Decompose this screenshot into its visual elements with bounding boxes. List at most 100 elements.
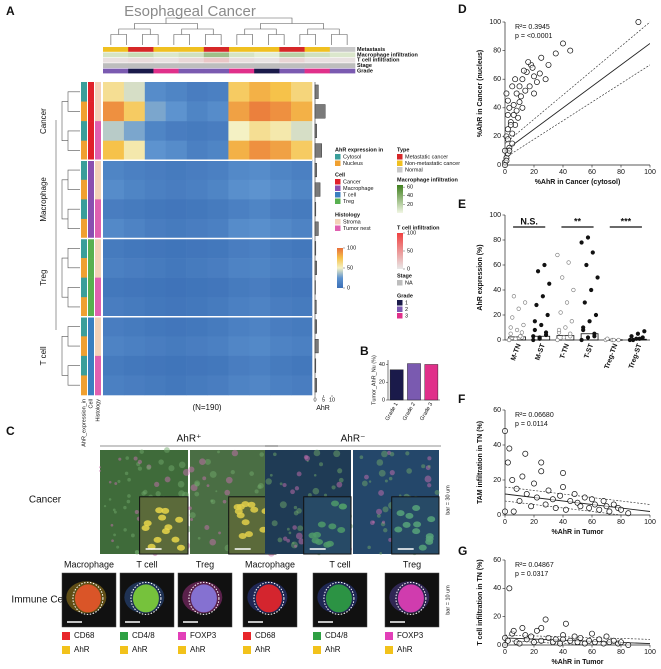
image-texture xyxy=(265,478,272,485)
column-annotation xyxy=(304,68,331,74)
significance-label: N.S. xyxy=(520,216,538,226)
marker-swatch xyxy=(243,646,251,654)
image-texture xyxy=(273,452,277,457)
heatmap-cell xyxy=(291,336,313,357)
image-texture xyxy=(293,505,298,510)
row-annotation xyxy=(81,101,87,122)
point xyxy=(593,312,599,318)
point xyxy=(579,240,584,245)
point xyxy=(526,83,533,90)
point xyxy=(516,306,521,311)
row-annotation xyxy=(81,121,87,141)
heatmap-cell xyxy=(249,82,271,102)
point xyxy=(522,632,529,639)
image-texture xyxy=(139,449,144,454)
point xyxy=(545,487,552,494)
image-texture xyxy=(164,447,170,453)
row-bar xyxy=(314,221,319,236)
image-texture xyxy=(294,486,300,491)
cell-outline xyxy=(188,581,220,615)
point xyxy=(586,637,593,644)
image-texture xyxy=(137,466,143,471)
row-annotation xyxy=(95,101,101,122)
heatmap-cell xyxy=(207,101,229,122)
point xyxy=(537,336,542,341)
image-texture xyxy=(204,525,210,530)
heatmap-cell xyxy=(123,140,146,161)
point xyxy=(520,67,527,74)
row-bar xyxy=(314,280,316,295)
point xyxy=(552,505,559,511)
heatmap-cell xyxy=(103,179,125,200)
heatmap-cell xyxy=(123,238,146,259)
point xyxy=(522,87,529,94)
point xyxy=(502,508,508,515)
heatmap-cell xyxy=(103,375,125,396)
marker-swatch xyxy=(62,632,70,640)
x-tick-label: T-ST xyxy=(583,342,595,359)
point xyxy=(521,322,526,328)
point xyxy=(596,506,603,513)
column-annotation xyxy=(103,47,129,52)
heatmap-cell xyxy=(103,238,125,259)
row-bar xyxy=(314,241,317,256)
column-annotation xyxy=(203,47,230,52)
cell-outline xyxy=(72,581,104,615)
point xyxy=(533,79,540,86)
point xyxy=(549,496,556,503)
nucleus xyxy=(425,538,434,545)
point xyxy=(555,252,560,258)
legend-label: Macrophage xyxy=(343,186,374,192)
point xyxy=(555,337,560,343)
column-annotation xyxy=(178,47,205,52)
x-tick-label: Grade 3 xyxy=(419,402,434,422)
x-tick-label: 20 xyxy=(530,519,538,526)
point xyxy=(516,83,523,90)
panel-label: B xyxy=(360,344,369,358)
point xyxy=(512,76,519,83)
heatmap-cell xyxy=(144,297,166,318)
point xyxy=(587,319,592,324)
y-tick-label: 40 xyxy=(493,585,501,592)
image-texture xyxy=(197,536,201,540)
row-annotation xyxy=(88,316,94,337)
cell-type-label: Treg xyxy=(196,559,214,569)
cell-type-label: Macrophage xyxy=(64,559,114,569)
image-texture xyxy=(103,504,107,508)
heatmap-cell xyxy=(186,101,208,122)
point xyxy=(531,90,537,97)
nucleus xyxy=(339,503,348,510)
image-texture xyxy=(190,518,194,522)
heatmap-cell xyxy=(249,179,271,200)
column-annotation xyxy=(254,63,280,68)
row-annotation xyxy=(95,140,101,161)
row-annotation xyxy=(95,121,101,141)
point xyxy=(618,506,624,513)
marker-label: AhR xyxy=(190,645,206,654)
point xyxy=(519,76,526,83)
y-tick-label: 20 xyxy=(493,312,501,319)
column-annotation xyxy=(329,63,356,68)
row-annotation xyxy=(88,277,94,298)
heatmap-cell xyxy=(144,355,166,376)
column-annotation xyxy=(229,63,255,68)
heatmap-cell xyxy=(123,218,146,239)
y-tick-label: 40 xyxy=(379,362,385,368)
point xyxy=(577,634,584,641)
image-texture xyxy=(217,450,220,454)
heatmap-cell xyxy=(228,160,250,181)
heatmap-cell xyxy=(249,297,271,318)
point xyxy=(568,331,573,336)
legend-swatch xyxy=(335,219,341,225)
point xyxy=(581,494,588,501)
legend-label: T cell xyxy=(343,192,356,198)
image-texture xyxy=(424,475,432,483)
row-bar xyxy=(314,123,317,138)
column-annotation-label: Grade xyxy=(357,68,373,74)
point xyxy=(589,287,594,293)
confidence-band xyxy=(505,21,650,144)
image-texture xyxy=(427,456,432,461)
column-annotation xyxy=(203,63,230,68)
legend-label: Metastatic cancer xyxy=(405,154,448,160)
image-texture xyxy=(134,550,140,555)
